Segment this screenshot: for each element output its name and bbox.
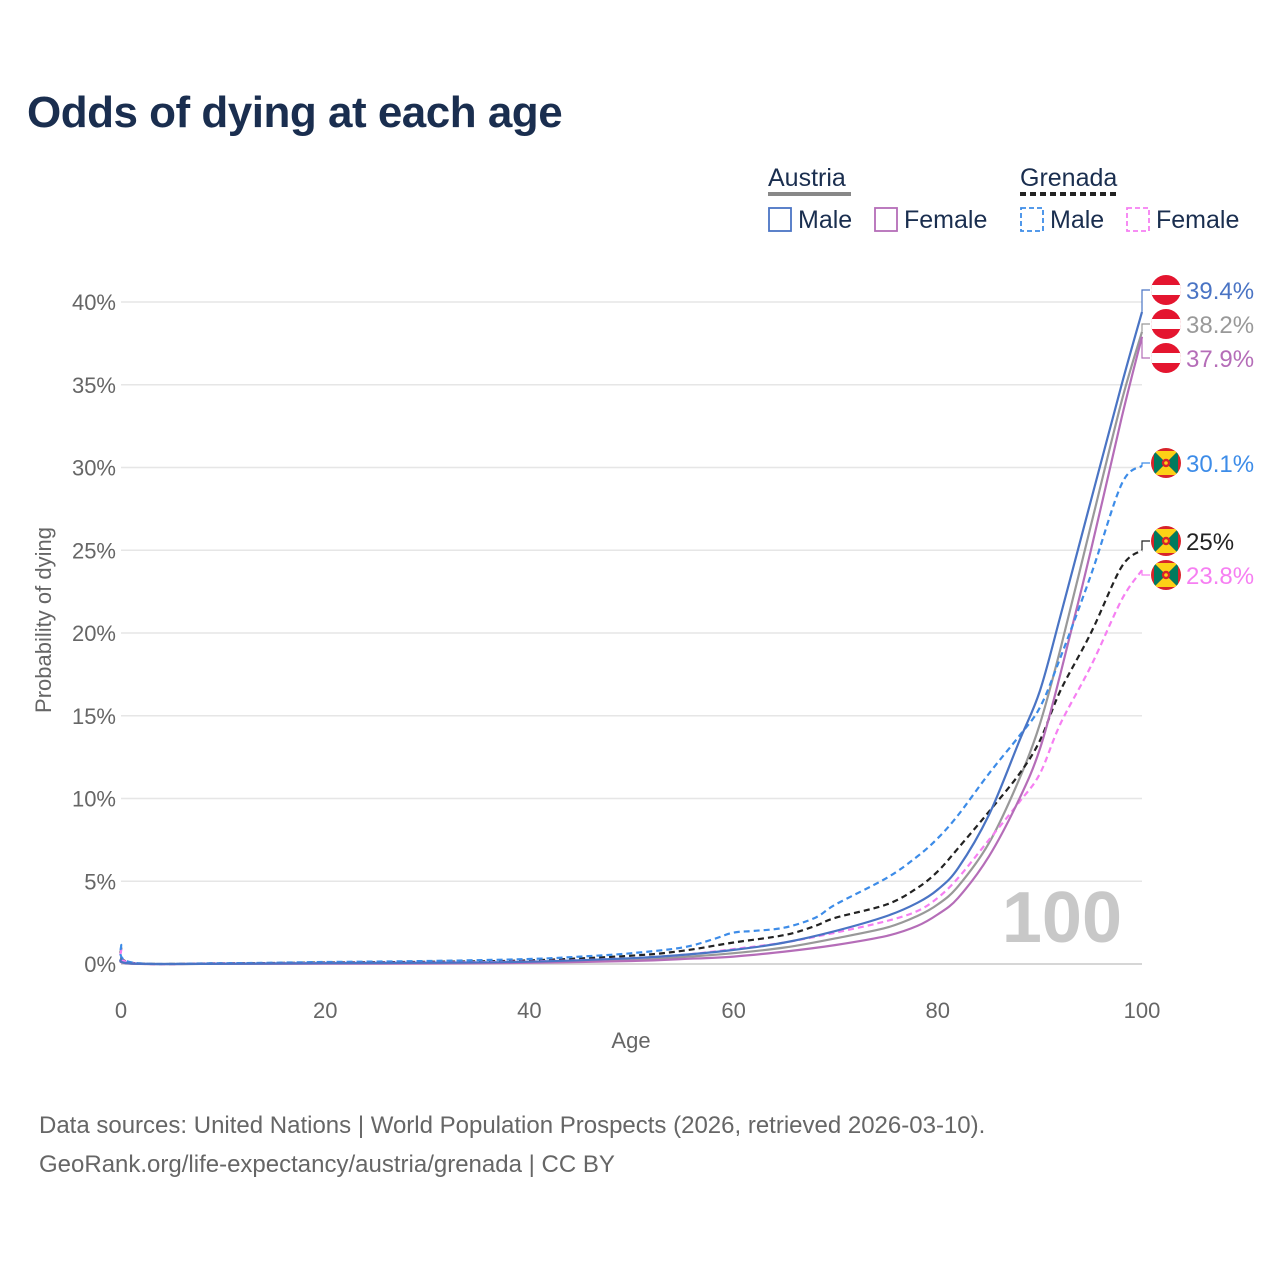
chart-title: Odds of dying at each age xyxy=(27,88,563,137)
end-label-connector xyxy=(1141,540,1150,551)
y-tick-label: 5% xyxy=(84,869,116,894)
y-tick-label: 0% xyxy=(84,952,116,977)
legend-country-label: Grenada xyxy=(1020,164,1117,192)
x-tick-label: 80 xyxy=(926,998,950,1023)
x-tick-label: 60 xyxy=(721,998,745,1023)
legend-item-austria-female[interactable]: Female xyxy=(874,206,987,234)
x-axis-ticks: 0 20 40 60 80 100 xyxy=(115,998,1160,1023)
legend-item-label: Female xyxy=(904,206,987,234)
end-label-grenada-total: 25% xyxy=(1141,526,1234,556)
end-label-connector xyxy=(1141,289,1150,312)
series-line-austria-female[interactable] xyxy=(119,336,1144,966)
y-tick-label: 35% xyxy=(72,373,116,398)
end-label-grenada-female: 23.8% xyxy=(1141,560,1254,590)
legend-swatch xyxy=(874,207,898,232)
x-tick-label: 100 xyxy=(1124,998,1161,1023)
x-axis-title: Age xyxy=(611,1028,650,1053)
legend-swatch xyxy=(1020,207,1044,232)
y-tick-label: 20% xyxy=(72,621,116,646)
end-label-value: 23.8% xyxy=(1186,563,1254,590)
legend-swatch xyxy=(768,207,792,232)
end-label-connector xyxy=(1141,336,1150,359)
legend-group-grenada: Grenada Male Female xyxy=(1020,164,1239,234)
year-watermark: 100 xyxy=(1002,878,1122,958)
x-tick-label: 0 xyxy=(115,998,127,1023)
y-tick-label: 40% xyxy=(72,290,116,315)
end-label-value: 37.9% xyxy=(1186,346,1254,373)
series-line-grenada-male[interactable] xyxy=(119,464,1143,966)
series-lines xyxy=(119,311,1144,966)
end-label-connector xyxy=(1141,570,1150,576)
end-label-value: 25% xyxy=(1186,529,1234,556)
legend-item-label: Male xyxy=(798,206,852,234)
austria-flag-icon xyxy=(1151,309,1181,339)
end-labels: 39.4% 38.2% 37.9% 30.1% 25% 23.8% xyxy=(1141,275,1254,590)
data-sources: Data sources: United Nations | World Pop… xyxy=(39,1106,985,1184)
series-line-austria-male[interactable] xyxy=(119,311,1144,966)
gridlines xyxy=(121,301,1142,965)
y-tick-label: 10% xyxy=(72,787,116,812)
y-tick-label: 30% xyxy=(72,456,116,481)
end-label-austria-total: 38.2% xyxy=(1141,309,1254,339)
legend: Austria Male Female Grenada Male Female xyxy=(768,164,1239,234)
end-label-value: 39.4% xyxy=(1186,278,1254,305)
sources-line-1: Data sources: United Nations | World Pop… xyxy=(39,1112,986,1139)
end-label-connector xyxy=(1141,323,1150,332)
legend-item-grenada-female[interactable]: Female xyxy=(1126,206,1239,234)
end-label-connector xyxy=(1141,462,1150,466)
end-label-austria-male: 39.4% xyxy=(1141,275,1254,312)
austria-flag-icon xyxy=(1151,275,1181,305)
legend-item-austria-male[interactable]: Male xyxy=(768,206,852,234)
end-label-value: 30.1% xyxy=(1186,451,1254,478)
legend-swatch xyxy=(1126,207,1150,232)
x-tick-label: 40 xyxy=(517,998,541,1023)
legend-group-austria: Austria Male Female xyxy=(768,164,987,234)
sources-line-2[interactable]: GeoRank.org/life-expectancy/austria/gren… xyxy=(39,1151,615,1178)
y-axis-title: Probability of dying xyxy=(31,527,56,713)
legend-item-label: Male xyxy=(1050,206,1104,234)
y-tick-label: 25% xyxy=(72,538,116,563)
grenada-flag-icon xyxy=(1151,448,1181,478)
y-tick-label: 15% xyxy=(72,704,116,729)
end-label-value: 38.2% xyxy=(1186,312,1254,339)
end-label-austria-female: 37.9% xyxy=(1141,336,1254,373)
grenada-flag-icon xyxy=(1151,560,1181,590)
legend-item-label: Female xyxy=(1156,206,1239,234)
x-tick-label: 20 xyxy=(313,998,337,1023)
legend-country-label: Austria xyxy=(768,164,846,192)
series-line-grenada-total[interactable] xyxy=(119,549,1143,966)
legend-item-grenada-male[interactable]: Male xyxy=(1020,206,1104,234)
austria-flag-icon xyxy=(1151,343,1181,373)
y-axis-ticks: 0% 5% 10% 15% 20% 25% 30% 35% 40% xyxy=(72,290,116,977)
series-line-austria-total[interactable] xyxy=(119,331,1144,966)
grenada-flag-icon xyxy=(1151,526,1181,556)
end-label-grenada-male: 30.1% xyxy=(1141,448,1254,478)
series-line-grenada-female[interactable] xyxy=(119,569,1143,966)
